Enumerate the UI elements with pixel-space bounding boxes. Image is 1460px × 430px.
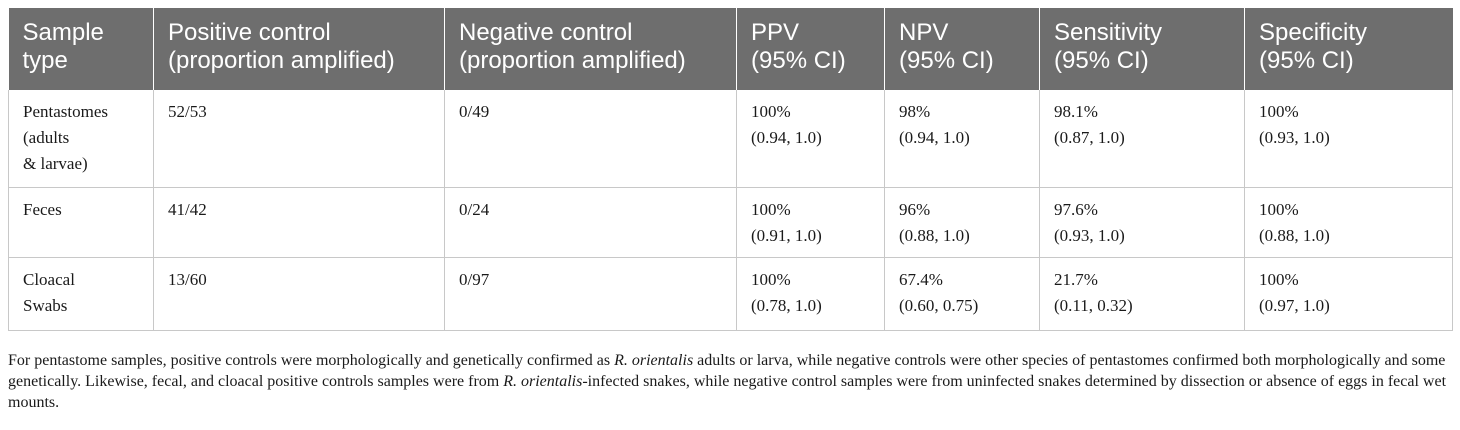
table-row-cloacal-swabs: Cloacal Swabs 13/60 0/97 100% (0.78, 1.0… [8, 257, 1453, 331]
table-row-feces: Feces 41/42 0/24 100% (0.91, 1.0) 96% (0… [8, 187, 1453, 258]
footnote-text-2: adults or larva, while negative controls… [8, 352, 1446, 390]
cell-sensitivity: 97.6% (0.93, 1.0) [1039, 187, 1245, 258]
cell-specificity: 100% (0.97, 1.0) [1244, 257, 1453, 331]
footnote-species-2: R. orientalis [503, 373, 583, 390]
cell-ppv: 100% (0.91, 1.0) [736, 187, 885, 258]
header-negative-control: Negative control (proportion amplified) [444, 8, 737, 90]
cell-negative-control: 0/97 [444, 257, 737, 331]
cell-specificity: 100% (0.93, 1.0) [1244, 90, 1453, 188]
cell-sensitivity: 21.7% (0.11, 0.32) [1039, 257, 1245, 331]
header-positive-control: Positive control (proportion amplified) [153, 8, 445, 90]
table-footnote: For pentastome samples, positive control… [8, 350, 1452, 413]
cell-negative-control: 0/49 [444, 90, 737, 188]
cell-ppv: 100% (0.94, 1.0) [736, 90, 885, 188]
cell-sample-type: Pentastomes (adults & larvae) [8, 90, 154, 188]
results-table-container: Sample type Positive control (proportion… [8, 8, 1453, 331]
footnote-text-3: -infected snakes, while negative control… [8, 373, 1447, 411]
cell-sample-type: Feces [8, 187, 154, 258]
cell-positive-control: 13/60 [153, 257, 445, 331]
footnote-text-1: For pentastome samples, positive control… [8, 352, 615, 369]
cell-npv: 96% (0.88, 1.0) [884, 187, 1040, 258]
footnote-species-1: R. orientalis [614, 352, 694, 369]
table-header-row: Sample type Positive control (proportion… [8, 8, 1453, 90]
header-sample-type: Sample type [22, 19, 104, 74]
header-sensitivity: Sensitivity (95% CI) [1039, 8, 1245, 90]
cell-sensitivity: 98.1% (0.87, 1.0) [1039, 90, 1245, 188]
header-npv: NPV (95% CI) [884, 8, 1040, 90]
cell-ppv: 100% (0.78, 1.0) [736, 257, 885, 331]
cell-sample-type: Cloacal Swabs [8, 257, 154, 331]
cell-specificity: 100% (0.88, 1.0) [1244, 187, 1453, 258]
header-ppv: PPV (95% CI) [736, 8, 885, 90]
cell-npv: 98% (0.94, 1.0) [884, 90, 1040, 188]
table-row-pentastomes: Pentastomes (adults & larvae) 52/53 0/49… [8, 90, 1453, 188]
cell-positive-control: 41/42 [153, 187, 445, 258]
results-table: Sample type Positive control (proportion… [8, 8, 1453, 331]
header-specificity: Specificity (95% CI) [1244, 8, 1453, 90]
cell-negative-control: 0/24 [444, 187, 737, 258]
cell-positive-control: 52/53 [153, 90, 445, 188]
cell-npv: 67.4% (0.60, 0.75) [884, 257, 1040, 331]
